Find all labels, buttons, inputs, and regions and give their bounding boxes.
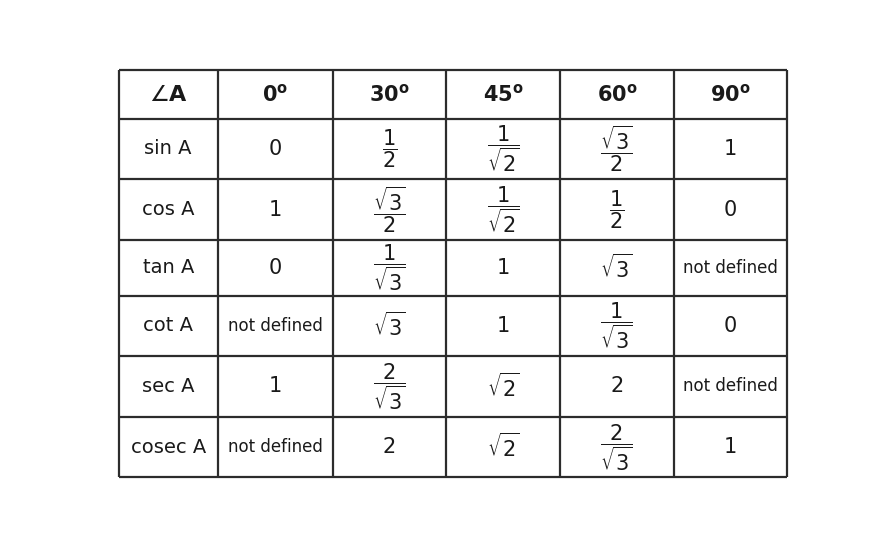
Text: $\dfrac{1}{\sqrt{2}}$: $\dfrac{1}{\sqrt{2}}$: [487, 124, 520, 175]
Text: $\angle$A: $\angle$A: [149, 84, 187, 105]
Text: tan A: tan A: [142, 258, 194, 277]
Text: $\dfrac{1}{\sqrt{3}}$: $\dfrac{1}{\sqrt{3}}$: [373, 242, 406, 293]
Text: cos A: cos A: [142, 200, 194, 219]
Text: $\sqrt{2}$: $\sqrt{2}$: [487, 372, 520, 401]
Text: $\dfrac{\sqrt{3}}{2}$: $\dfrac{\sqrt{3}}{2}$: [600, 124, 633, 175]
Text: $\dfrac{1}{2}$: $\dfrac{1}{2}$: [609, 189, 624, 231]
Text: 2: 2: [383, 437, 396, 457]
Text: 1: 1: [724, 437, 737, 457]
Text: sin A: sin A: [144, 139, 192, 158]
Text: not defined: not defined: [228, 317, 323, 335]
Text: $\sqrt{3}$: $\sqrt{3}$: [600, 254, 633, 282]
Text: 1: 1: [269, 199, 282, 220]
Text: not defined: not defined: [228, 438, 323, 456]
Text: 2: 2: [610, 377, 623, 396]
Text: $\dfrac{1}{2}$: $\dfrac{1}{2}$: [382, 128, 397, 170]
Text: 0: 0: [269, 139, 282, 159]
Text: not defined: not defined: [683, 259, 778, 277]
Text: $\dfrac{1}{\sqrt{3}}$: $\dfrac{1}{\sqrt{3}}$: [600, 300, 633, 351]
Text: 0: 0: [724, 199, 737, 220]
Text: 0: 0: [724, 316, 737, 336]
Text: 1: 1: [497, 258, 510, 278]
Text: 1: 1: [269, 377, 282, 396]
Text: 1: 1: [724, 139, 737, 159]
Text: 0: 0: [269, 258, 282, 278]
Text: $\mathbf{30^o}$: $\mathbf{30^o}$: [370, 83, 410, 105]
Text: $\sqrt{3}$: $\sqrt{3}$: [373, 312, 406, 340]
Text: $\dfrac{\sqrt{3}}{2}$: $\dfrac{\sqrt{3}}{2}$: [373, 184, 406, 235]
Text: $\mathbf{60^o}$: $\mathbf{60^o}$: [597, 83, 637, 105]
Text: $\mathbf{45^o}$: $\mathbf{45^o}$: [483, 83, 523, 105]
Text: $\dfrac{1}{\sqrt{2}}$: $\dfrac{1}{\sqrt{2}}$: [487, 184, 520, 235]
Text: $\dfrac{2}{\sqrt{3}}$: $\dfrac{2}{\sqrt{3}}$: [600, 422, 633, 473]
Text: cot A: cot A: [143, 317, 194, 335]
Text: cosec A: cosec A: [131, 437, 206, 456]
Text: $\mathbf{90^o}$: $\mathbf{90^o}$: [710, 83, 751, 105]
Text: $\sqrt{2}$: $\sqrt{2}$: [487, 433, 520, 461]
Text: $\mathbf{0^o}$: $\mathbf{0^o}$: [263, 83, 288, 105]
Text: $\dfrac{2}{\sqrt{3}}$: $\dfrac{2}{\sqrt{3}}$: [373, 361, 406, 412]
Text: not defined: not defined: [683, 377, 778, 396]
Text: 1: 1: [497, 316, 510, 336]
Text: sec A: sec A: [142, 377, 194, 396]
